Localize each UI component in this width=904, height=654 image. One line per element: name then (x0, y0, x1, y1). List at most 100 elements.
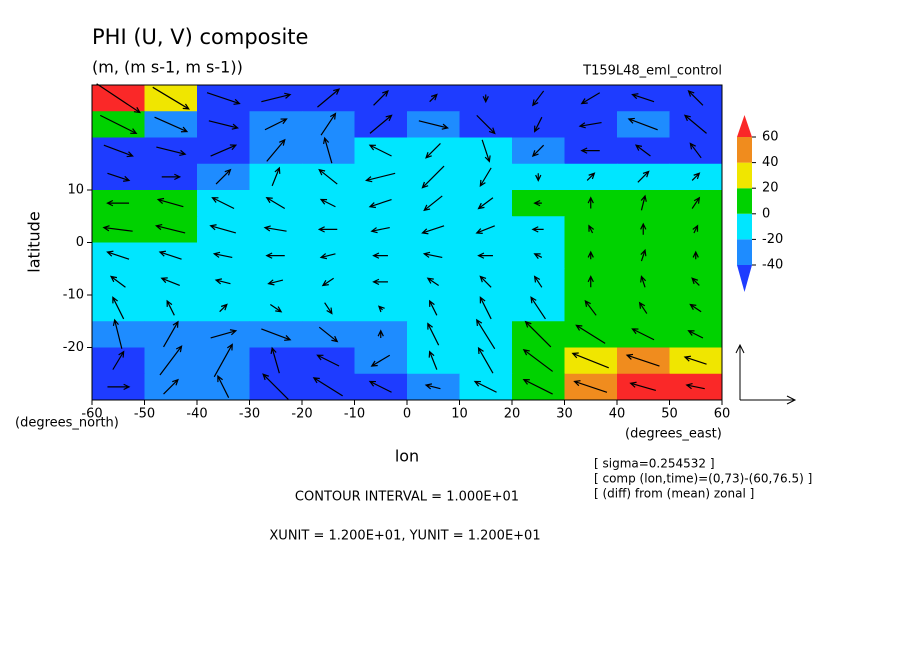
wind-vector (692, 224, 699, 234)
wind-vector (477, 346, 494, 374)
wind-vector (156, 146, 187, 157)
wind-vector (476, 318, 496, 350)
wind-vector (377, 329, 384, 338)
colorbar-swatch (737, 265, 752, 292)
x-tick-label: -60 (81, 407, 102, 422)
wind-vector (316, 354, 340, 367)
wind-vector (210, 144, 238, 157)
wind-vector (319, 253, 336, 260)
wind-vector (580, 92, 601, 105)
wind-vector (163, 320, 179, 348)
colorbar-label: 20 (762, 181, 779, 196)
wind-vector (689, 303, 702, 313)
wind-vector (155, 223, 186, 234)
wind-vector (429, 299, 438, 316)
x-tick-label: 30 (556, 407, 573, 422)
colorbar-swatch (737, 137, 752, 163)
wind-vector (370, 226, 390, 234)
wind-vector (685, 382, 705, 390)
wind-vector (261, 92, 292, 103)
wind-vector (573, 380, 608, 393)
wind-vector (214, 278, 231, 285)
wind-vector (323, 136, 333, 164)
wind-vector (479, 275, 492, 288)
wind-vector (368, 198, 392, 209)
wind-vector (96, 83, 141, 114)
wind-vector (427, 322, 440, 346)
wind-vector (318, 168, 338, 185)
wind-vector (426, 277, 439, 286)
wind-vector (377, 305, 385, 313)
wind-vector (476, 114, 496, 135)
wind-vector (425, 143, 441, 159)
wind-vector (531, 226, 544, 233)
wind-vector (532, 90, 545, 107)
wind-vector (535, 173, 542, 182)
vectors (96, 83, 707, 400)
wind-vector (215, 168, 232, 185)
wind-vector (689, 142, 702, 159)
wind-vector (640, 222, 647, 235)
wind-vector (422, 251, 443, 259)
y-tick-label: 0 (76, 235, 84, 250)
wind-vector (524, 320, 552, 348)
wind-vector (159, 345, 183, 376)
wind-vector (571, 352, 609, 369)
wind-vector (261, 328, 292, 341)
colorbar-swatch (737, 213, 752, 240)
wind-vector (692, 250, 699, 260)
wind-vector (265, 252, 285, 259)
colorbar-swatch (737, 239, 752, 265)
y-tick-label: 10 (67, 183, 84, 198)
x-tick-label: 40 (609, 407, 626, 422)
wind-vector (112, 318, 123, 349)
wind-vector (522, 348, 554, 372)
wind-vector (320, 112, 337, 136)
wind-vector (587, 196, 594, 209)
wind-vector (264, 118, 288, 131)
wind-vector (588, 224, 595, 234)
y-unit-label: (degrees_north) (15, 416, 119, 431)
wind-vector (271, 166, 281, 187)
wind-vector (627, 117, 658, 131)
wind-vector (106, 250, 130, 260)
field (92, 85, 723, 401)
wind-vector (265, 197, 286, 210)
wind-vector (423, 195, 443, 212)
wind-vector (156, 197, 184, 208)
x-tick-label: -10 (344, 407, 365, 422)
wind-vector (640, 248, 647, 262)
wind-vector (262, 373, 289, 400)
wind-vector (584, 299, 597, 316)
wind-vector (317, 226, 338, 233)
wind-vector (160, 277, 180, 287)
wind-vector (368, 144, 392, 157)
colorbar-label: 0 (762, 206, 770, 221)
wind-vector (691, 277, 700, 286)
wind-vector (107, 172, 131, 182)
y-tick-label: -20 (63, 340, 84, 355)
wind-vector (687, 89, 704, 106)
wind-vector (317, 88, 341, 108)
wind-vector (161, 173, 182, 181)
note: [ sigma=0.254532 ] (594, 457, 715, 471)
x-tick-label: -50 (134, 407, 155, 422)
wind-vector (219, 303, 228, 313)
wind-vector (531, 144, 545, 158)
colorbar-swatch (737, 162, 752, 189)
wind-vector (428, 350, 438, 370)
contour-text: CONTOUR INTERVAL = 1.000E+01 (295, 490, 519, 505)
wind-vector (533, 275, 543, 288)
wind-vector (99, 114, 138, 134)
wind-vector (372, 252, 388, 259)
wind-vector (481, 139, 491, 163)
wind-vector (372, 278, 388, 286)
wind-vector (534, 116, 543, 133)
wind-vector (318, 326, 339, 343)
note: [ comp (lon,time)=(0,73)-(60,76.5) ] (594, 472, 812, 486)
wind-vector (533, 199, 542, 207)
colorbar-swatch (737, 115, 752, 137)
chart-subtitle: (m, (m s-1, m s-1)) (92, 58, 243, 77)
wind-vector (421, 165, 445, 189)
